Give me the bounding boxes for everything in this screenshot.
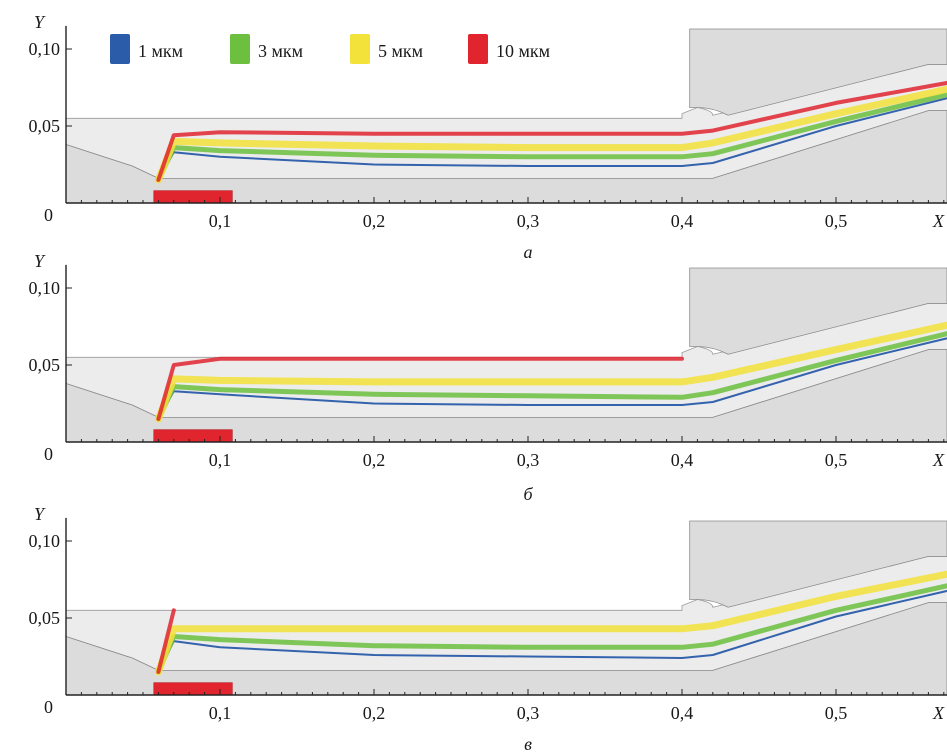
chart-panel-3: 0,1 0,2 0,3 0,4 0,5 0,05 0,10 Y X 0 в <box>29 504 947 754</box>
x-tick-label: 0,4 <box>671 703 694 723</box>
legend-label: 3 мкм <box>258 41 303 61</box>
trajectory-3-мкм <box>155 331 947 422</box>
x-axis-label: X <box>932 211 945 231</box>
x-tick-label: 0,2 <box>363 450 386 470</box>
trajectory-1-мкм <box>157 97 947 181</box>
trajectory-5-мкм <box>154 570 947 676</box>
x-tick-label: 0,1 <box>209 703 232 723</box>
panel-label: в <box>524 734 532 754</box>
origin-label: 0 <box>44 697 53 717</box>
legend: 1 мкм 3 мкм 5 мкм 10 мкм <box>110 34 550 64</box>
trajectory-3-мкм <box>155 92 947 183</box>
y-tick-label: 0,05 <box>29 355 61 375</box>
legend-label: 5 мкм <box>378 41 423 61</box>
trajectory-1-мкм <box>157 337 947 420</box>
origin-label: 0 <box>44 205 53 225</box>
x-tick-label: 0,3 <box>517 703 540 723</box>
trajectory-5-мкм <box>154 321 947 423</box>
trajectory-10-мкм <box>156 608 176 674</box>
y-axis-label: Y <box>34 504 46 524</box>
y-tick-label: 0,05 <box>29 116 61 136</box>
panel-label: а <box>524 242 533 262</box>
x-tick-label: 0,1 <box>209 211 232 231</box>
upper-wall <box>689 520 947 608</box>
legend-swatch <box>230 34 250 64</box>
chart-panel-2: 0,1 0,2 0,3 0,4 0,5 0,05 0,10 Y X 0 б <box>29 251 947 504</box>
chart-panel-1: 0,1 0,2 0,3 0,4 0,5 0,05 0,10 Y X 0 а <box>29 12 947 262</box>
y-tick-label: 0,10 <box>29 39 61 59</box>
legend-swatch <box>468 34 488 64</box>
x-tick-label: 0,5 <box>825 211 848 231</box>
legend-item: 10 мкм <box>468 34 550 64</box>
y-axis-label: Y <box>34 251 46 271</box>
x-tick-label: 0,4 <box>671 211 694 231</box>
x-axis-label: X <box>932 703 945 723</box>
x-tick-label: 0,5 <box>825 450 848 470</box>
legend-label: 10 мкм <box>496 41 550 61</box>
injector-block <box>153 429 233 443</box>
legend-item: 3 мкм <box>230 34 303 64</box>
upper-wall <box>689 267 947 355</box>
x-tick-label: 0,1 <box>209 450 232 470</box>
trajectory-5-мкм <box>154 85 947 184</box>
upper-wall <box>689 28 947 116</box>
trajectory-10-мкм <box>156 356 684 421</box>
trajectory-1-мкм <box>157 589 947 673</box>
injector-block <box>153 682 233 696</box>
legend-item: 5 мкм <box>350 34 423 64</box>
legend-label: 1 мкм <box>138 41 183 61</box>
panel-label: б <box>523 484 533 504</box>
origin-label: 0 <box>44 444 53 464</box>
y-tick-label: 0,05 <box>29 608 61 628</box>
y-axis-label: Y <box>34 12 46 32</box>
x-tick-label: 0,2 <box>363 703 386 723</box>
x-axis-label: X <box>932 450 945 470</box>
legend-swatch <box>110 34 130 64</box>
legend-swatch <box>350 34 370 64</box>
trajectory-10-мкм <box>156 80 947 182</box>
legend-item: 1 мкм <box>110 34 183 64</box>
x-tick-label: 0,2 <box>363 211 386 231</box>
trajectory-3-мкм <box>155 583 947 675</box>
x-tick-label: 0,5 <box>825 703 848 723</box>
x-tick-label: 0,3 <box>517 211 540 231</box>
injector-block <box>153 190 233 204</box>
y-tick-label: 0,10 <box>29 278 61 298</box>
x-tick-label: 0,4 <box>671 450 694 470</box>
y-tick-label: 0,10 <box>29 531 61 551</box>
x-tick-label: 0,3 <box>517 450 540 470</box>
